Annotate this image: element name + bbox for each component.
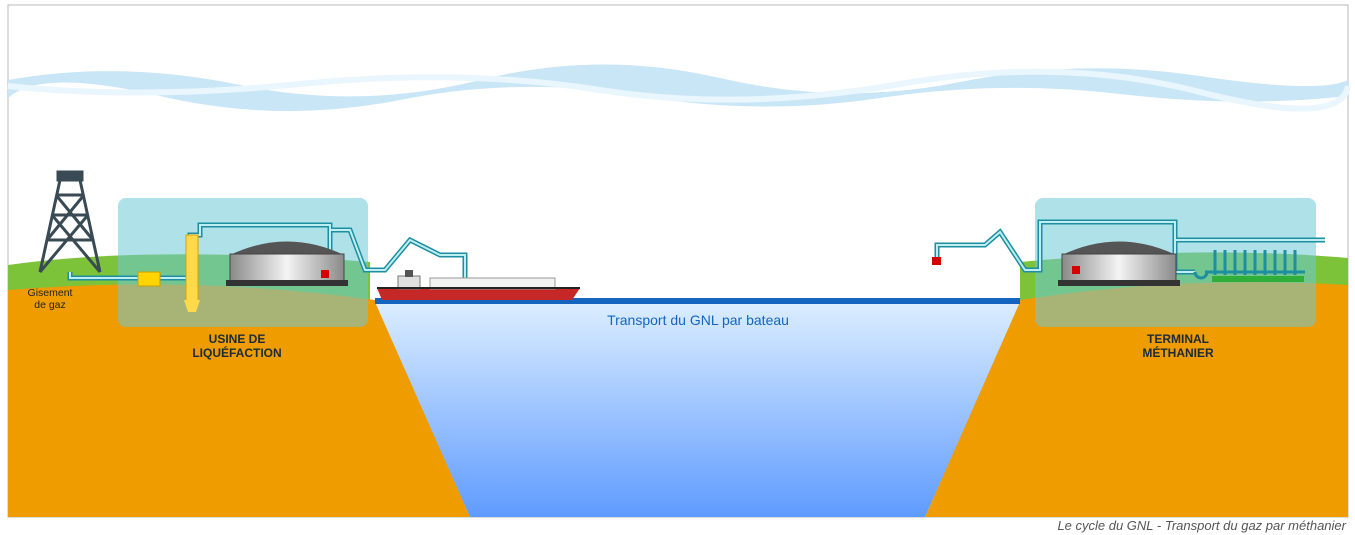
clouds [8, 64, 1348, 112]
land-right [925, 282, 1348, 517]
source-label: de gaz [34, 299, 66, 311]
source-label: Gisement [28, 287, 73, 299]
pipe-right-inner [936, 221, 1325, 273]
sea [375, 302, 1020, 517]
tank-right [1058, 241, 1180, 286]
valve [932, 257, 941, 265]
transport-label: Transport du GNL par bateau [607, 312, 789, 328]
derrick [38, 170, 102, 273]
regasifier-base [1212, 276, 1304, 282]
ship [377, 270, 580, 300]
terminal-label: TERMINAL [1147, 332, 1209, 346]
plant-label: USINE DE [209, 332, 266, 346]
tank-left [226, 241, 348, 286]
terminal-label: MÉTHANIER [1142, 345, 1214, 360]
plant-label: LIQUÉFACTION [192, 345, 281, 360]
compressor [137, 271, 161, 287]
cloud-streak [7, 68, 1351, 112]
land-left [8, 284, 470, 517]
caption: Le cycle du GNL - Transport du gaz par m… [1057, 518, 1346, 533]
liquefier-base [184, 300, 200, 312]
regasifier [1193, 250, 1305, 280]
sea-line [375, 298, 1020, 304]
liquefier [185, 234, 199, 306]
